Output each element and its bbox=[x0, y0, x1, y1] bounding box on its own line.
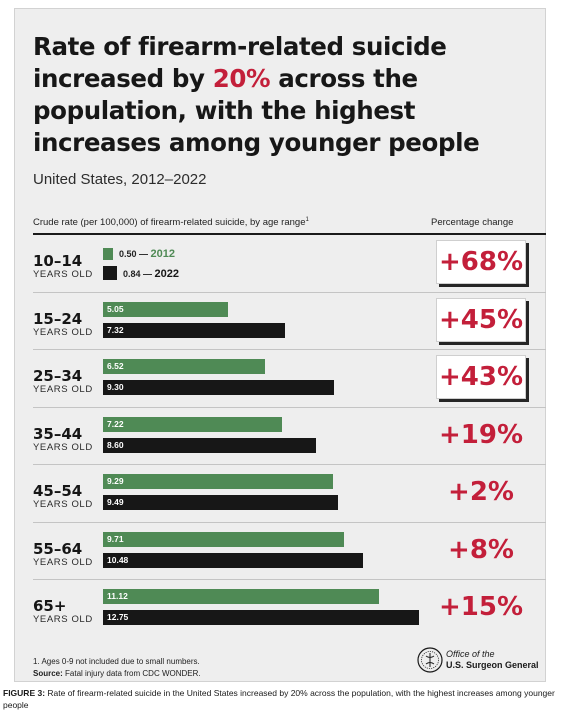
bar-2022 bbox=[103, 495, 339, 510]
age-range-label: 65+ bbox=[33, 597, 67, 615]
bar-2012 bbox=[103, 474, 334, 489]
row-divider bbox=[33, 521, 546, 523]
bar-label-2012: 9.71 bbox=[107, 533, 124, 544]
row-divider bbox=[33, 579, 546, 580]
percent-change-value: +15% bbox=[438, 592, 524, 622]
percent-change-value: +8% bbox=[448, 534, 514, 565]
footnote: 1. Ages 0-9 not included due to small nu… bbox=[33, 657, 200, 666]
header-rule bbox=[33, 233, 546, 235]
years-old-label: YEARS OLD bbox=[33, 269, 93, 280]
bar-label-2022: 8.60 bbox=[107, 439, 124, 450]
age-range-label: 45–54 bbox=[33, 482, 83, 500]
bar-2022 bbox=[103, 437, 317, 453]
legend-swatch-2012 bbox=[103, 248, 113, 260]
bar-label-2022: 10.48 bbox=[107, 554, 129, 565]
percent-change-value: +19% bbox=[438, 419, 524, 450]
years-old-label: YEARS OLD bbox=[33, 556, 93, 568]
bar-2012 bbox=[103, 301, 229, 317]
bar-2022 bbox=[103, 322, 285, 338]
age-range-label: 10–14 bbox=[33, 252, 83, 270]
title-accent-value: 20% bbox=[212, 64, 271, 93]
percent-change-value: +68% bbox=[436, 240, 526, 284]
age-range-label: 15–24 bbox=[33, 309, 83, 328]
years-old-label: YEARS OLD bbox=[33, 441, 93, 453]
surgeon-general-wordmark: Office of the U.S. Surgeon General bbox=[446, 649, 539, 670]
bar-label-2022: 9.49 bbox=[107, 497, 124, 507]
percent-change-value: +43% bbox=[436, 355, 526, 399]
bar-label-2022: 9.30 bbox=[107, 382, 124, 392]
bar-2022 bbox=[103, 552, 363, 568]
chart-card: Rate of firearm-related suicide increase… bbox=[14, 8, 546, 682]
age-range-label: 25–34 bbox=[33, 367, 83, 385]
percent-change-value: +2% bbox=[448, 477, 514, 507]
chart-subtitle: United States, 2012–2022 bbox=[33, 171, 207, 188]
age-range-label: 35–44 bbox=[33, 424, 83, 443]
row-divider bbox=[33, 291, 546, 293]
percent-change-value: +45% bbox=[436, 297, 526, 342]
bar-2012 bbox=[103, 359, 265, 374]
bar-2022 bbox=[103, 380, 334, 395]
percentage-column-header: Percentage change bbox=[431, 217, 514, 228]
bar-label-2012: 9.29 bbox=[107, 476, 124, 486]
legend-entry-2012: 0.50 — 2012 bbox=[119, 248, 176, 260]
bar-2022 bbox=[103, 610, 420, 625]
legend-year-2022: 2022 bbox=[154, 268, 180, 280]
legend-year-2012: 2012 bbox=[150, 248, 176, 260]
years-old-label: YEARS OLD bbox=[33, 499, 93, 510]
bar-label-2012: 7.22 bbox=[107, 418, 124, 429]
rate-column-header: Crude rate (per 100,000) of firearm-rela… bbox=[33, 217, 309, 228]
row-divider bbox=[33, 406, 546, 408]
source-note: Source: Fatal injury data from CDC WONDE… bbox=[33, 669, 201, 678]
chart-title: Rate of firearm-related suicide increase… bbox=[33, 32, 480, 157]
legend-swatch-2022 bbox=[103, 266, 117, 280]
bar-2012 bbox=[103, 589, 379, 604]
bar-label-2012: 5.05 bbox=[107, 303, 124, 314]
figure-caption: FIGURE 3: Rate of firearm-related suicid… bbox=[3, 688, 555, 710]
row-divider bbox=[33, 464, 546, 465]
legend-entry-2022: 0.84 — 2022 bbox=[123, 268, 180, 280]
years-old-label: YEARS OLD bbox=[33, 614, 93, 625]
bar-label-2012: 6.52 bbox=[107, 361, 124, 371]
bar-label-2022: 7.32 bbox=[107, 324, 124, 335]
row-divider bbox=[33, 349, 546, 350]
bar-2012 bbox=[103, 531, 344, 547]
years-old-label: YEARS OLD bbox=[33, 384, 93, 395]
bar-label-2022: 12.75 bbox=[107, 612, 129, 622]
bar-2012 bbox=[103, 416, 283, 432]
surgeon-general-seal-icon bbox=[417, 647, 443, 673]
age-range-label: 55–64 bbox=[33, 539, 83, 558]
bar-label-2012: 11.12 bbox=[107, 591, 128, 601]
years-old-label: YEARS OLD bbox=[33, 326, 93, 338]
